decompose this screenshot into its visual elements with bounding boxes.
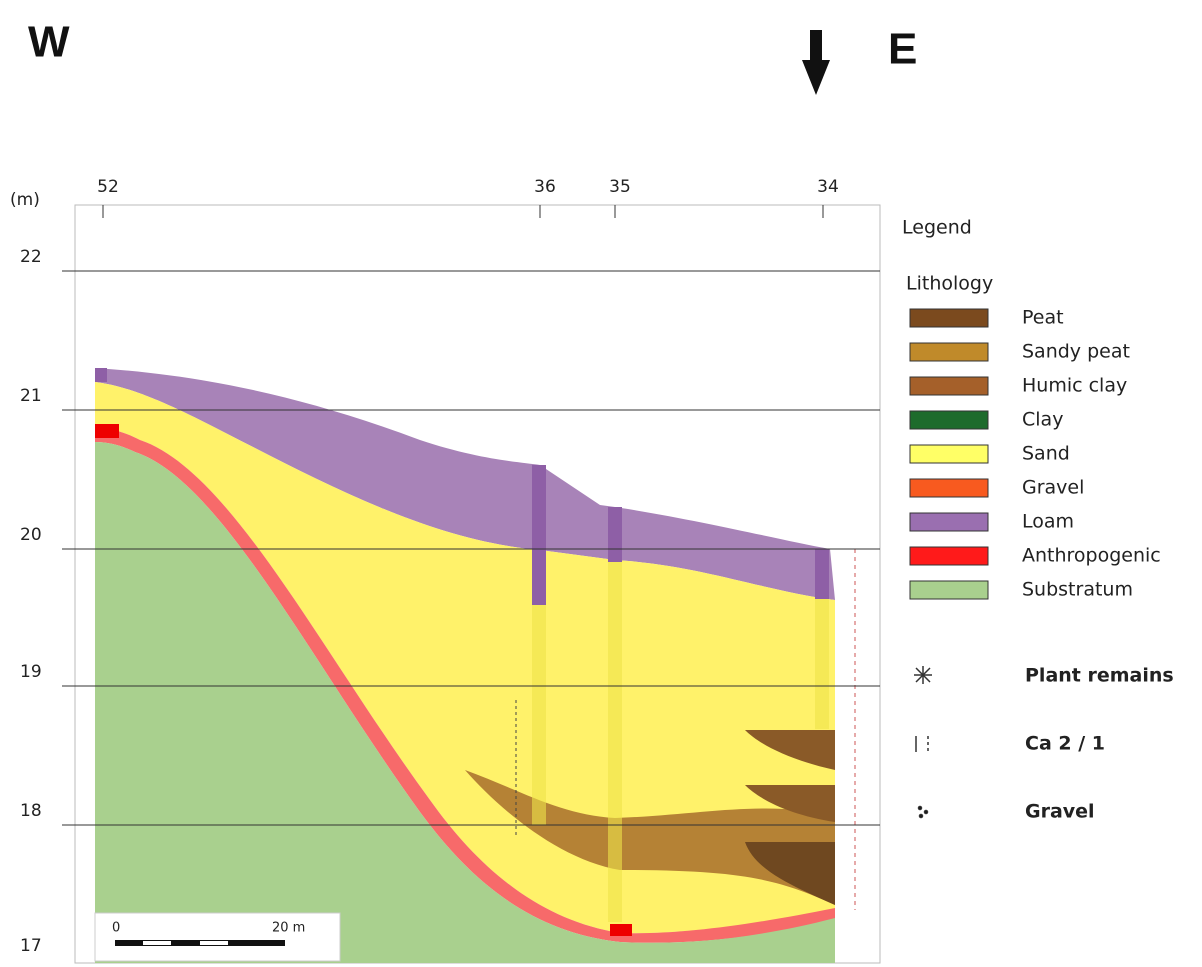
symbol-label: Ca 2 / 1 — [1025, 733, 1105, 755]
legend-swatch — [910, 479, 988, 497]
legend-swatch — [910, 547, 988, 565]
legend-label: Substratum — [1022, 579, 1133, 601]
symbol-icons — [914, 666, 932, 818]
scale-start: 0 — [112, 921, 120, 936]
legend-swatch — [910, 581, 988, 599]
axis-tick-label: 22 — [20, 247, 42, 267]
scale-end: 20 m — [272, 921, 305, 936]
legend-swatch — [910, 309, 988, 327]
borehole-label: 52 — [97, 177, 119, 197]
legend-swatch — [910, 513, 988, 531]
legend-swatch — [910, 445, 988, 463]
axis-tick-label: 17 — [20, 936, 42, 956]
borehole-label: 34 — [817, 177, 839, 197]
legend-label: Anthropogenic — [1022, 545, 1161, 567]
legend-title: Legend — [902, 217, 972, 239]
borehole-label: 36 — [534, 177, 556, 197]
borehole-label: 35 — [609, 177, 631, 197]
axis-tick-label: 20 — [20, 525, 42, 545]
legend-swatch — [910, 411, 988, 429]
legend-label: Sand — [1022, 443, 1070, 465]
legend-label: Humic clay — [1022, 375, 1127, 397]
legend-label: Clay — [1022, 409, 1063, 431]
legend-label: Gravel — [1022, 477, 1084, 499]
legend-label: Peat — [1022, 307, 1064, 329]
axis-tick-label: 21 — [20, 386, 42, 406]
west-label: W — [28, 18, 70, 67]
axis-unit: (m) — [10, 190, 40, 210]
symbol-label: Gravel — [1025, 801, 1095, 823]
legend-swatch — [910, 377, 988, 395]
lithology-title: Lithology — [906, 273, 993, 295]
legend-label: Sandy peat — [1022, 341, 1130, 363]
arrow — [802, 30, 830, 95]
layers — [95, 368, 855, 963]
symbol-label: Plant remains — [1025, 665, 1174, 687]
axis-tick-label: 18 — [20, 801, 42, 821]
axis-tick-label: 19 — [20, 662, 42, 682]
cross-section: W E (m) 0 20 m Legend Li — [0, 0, 1202, 967]
east-label: E — [888, 25, 917, 74]
legend-swatch — [910, 343, 988, 361]
legend-label: Loam — [1022, 511, 1074, 533]
